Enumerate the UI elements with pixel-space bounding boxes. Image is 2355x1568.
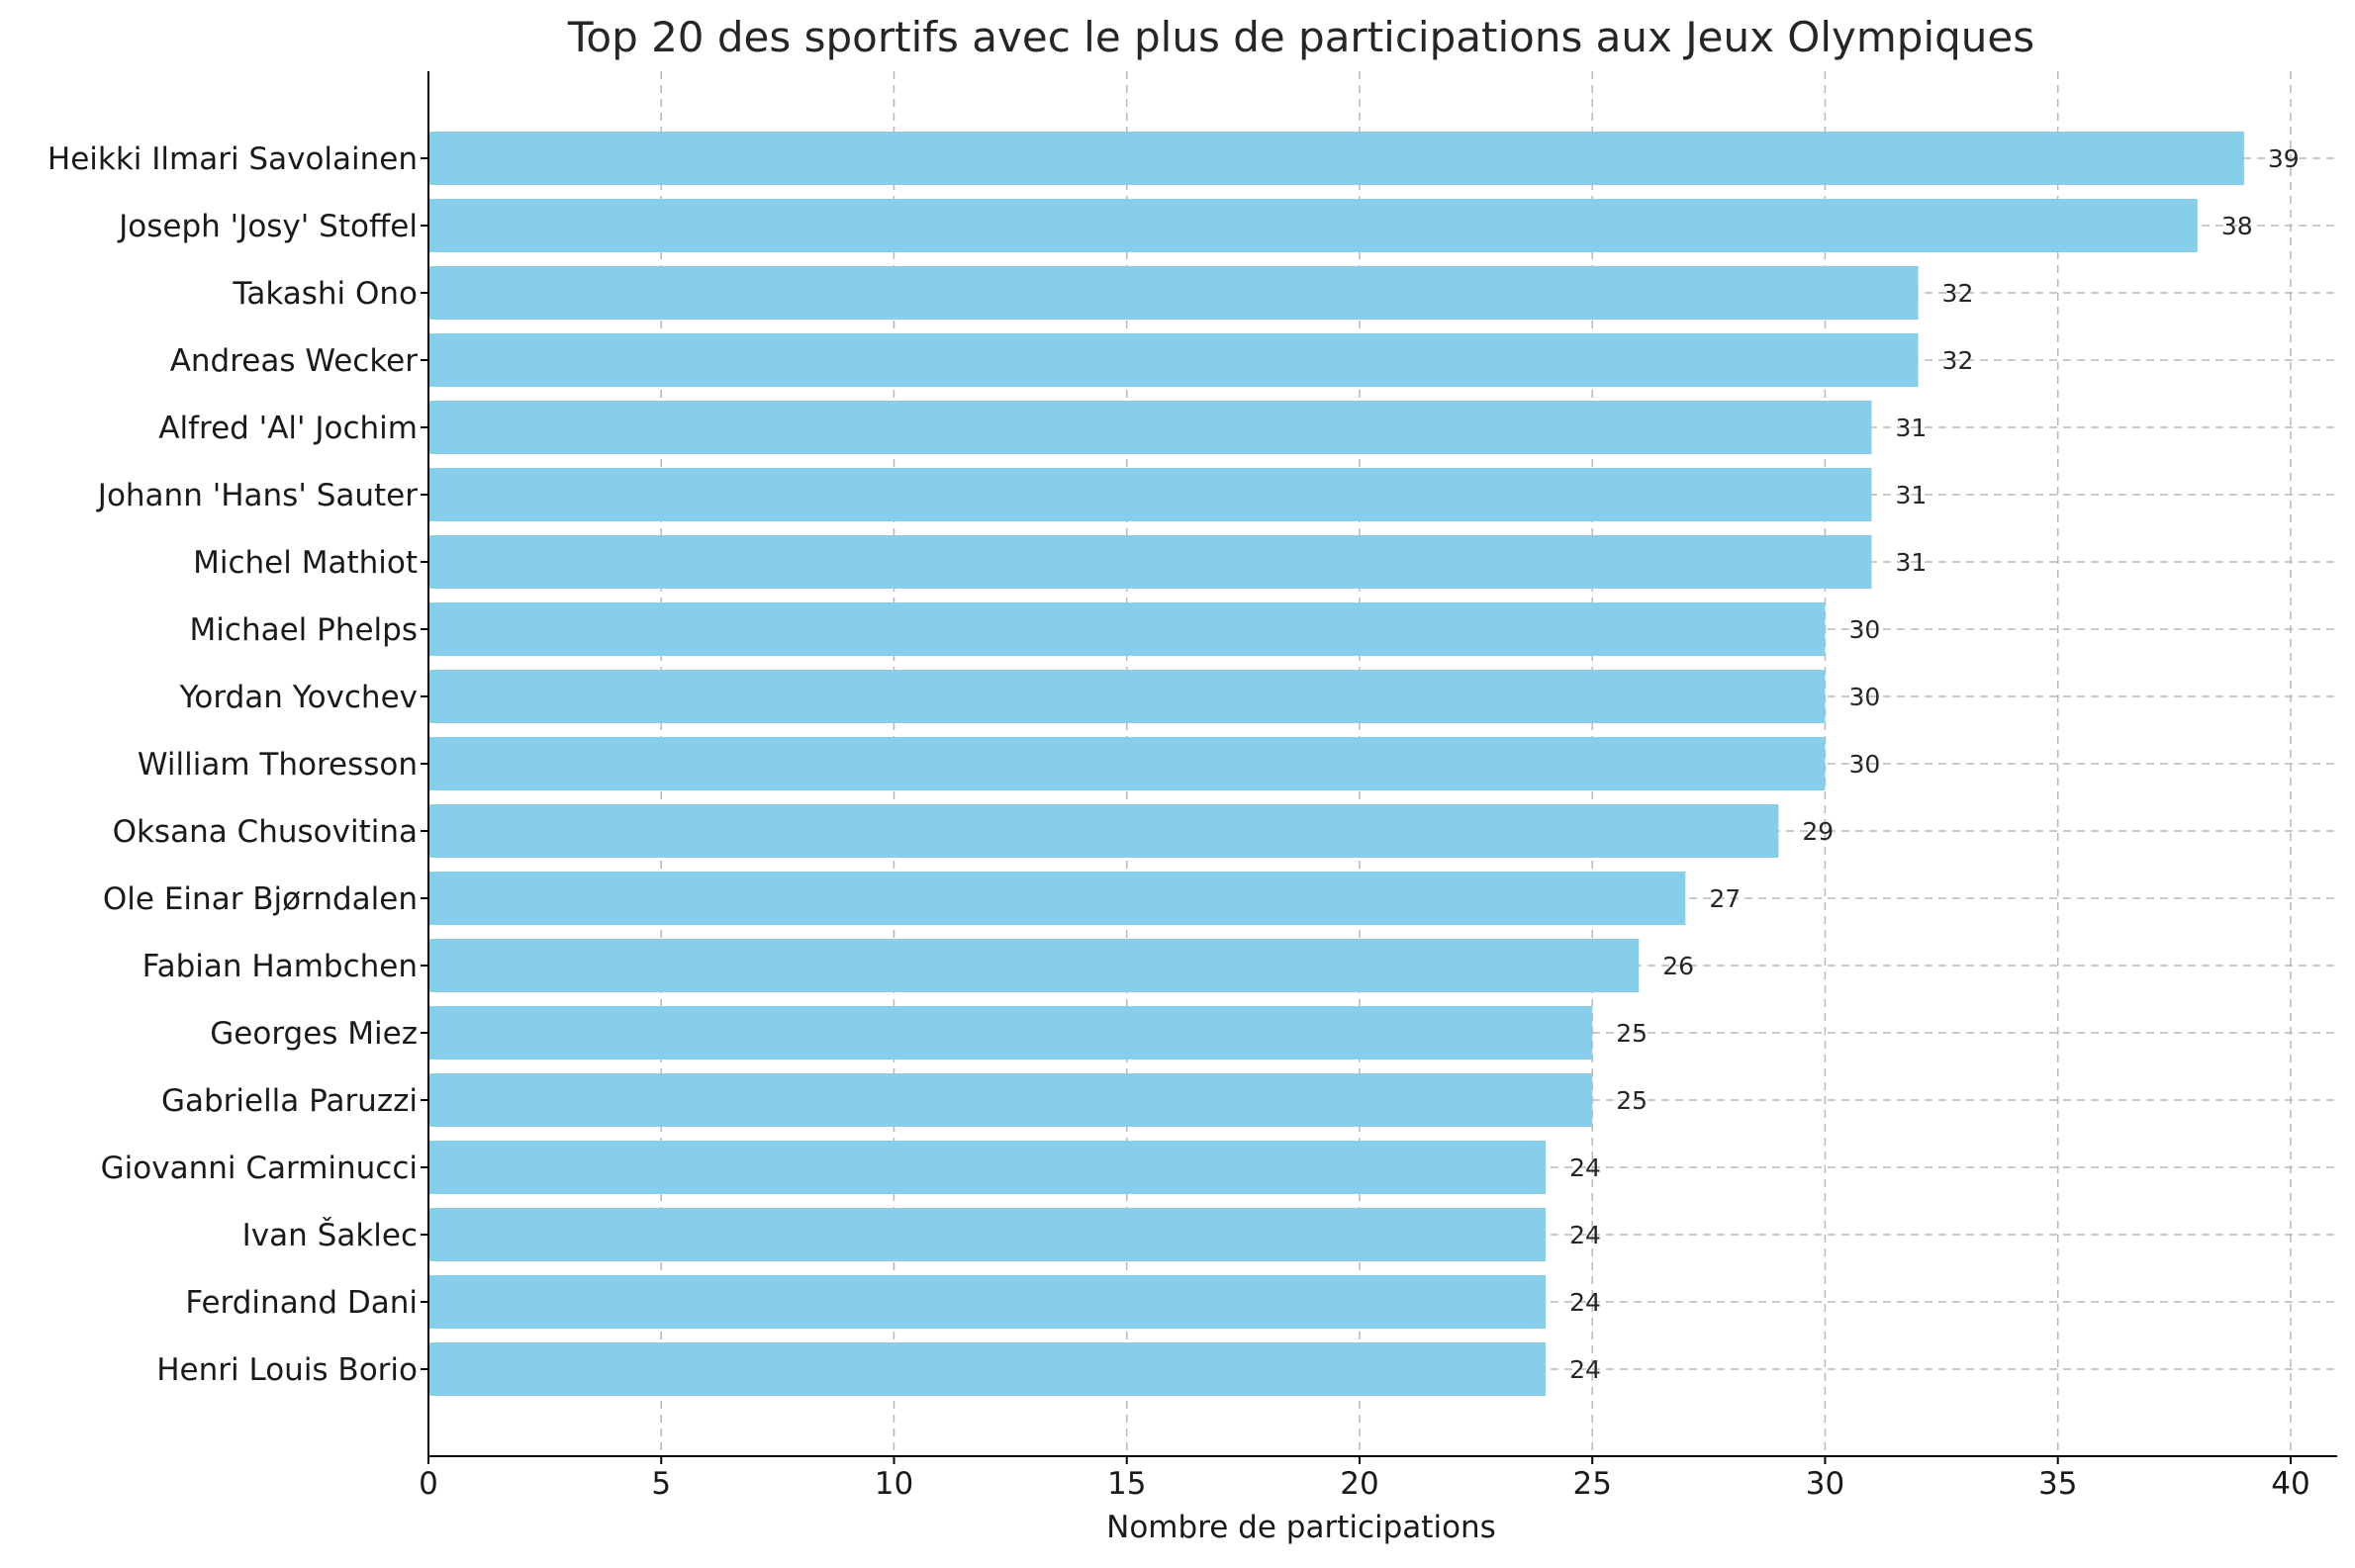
bar <box>428 333 1919 387</box>
value-label: 26 <box>1662 952 1694 980</box>
x-tick-label: 0 <box>419 1466 438 1502</box>
x-tick-label: 5 <box>651 1466 671 1502</box>
value-label: 31 <box>1896 414 1928 442</box>
category-label: Johann 'Hans' Sauter <box>96 478 418 513</box>
axes <box>421 71 2337 1464</box>
bar <box>428 401 1872 454</box>
bar <box>428 1141 1547 1194</box>
bar <box>428 602 1826 656</box>
category-label: Ole Einar Bjørndalen <box>103 881 418 917</box>
value-label: 24 <box>1569 1288 1601 1317</box>
bar <box>428 468 1872 521</box>
bar <box>428 737 1826 790</box>
x-axis-title: Nombre de participations <box>1106 1510 1496 1545</box>
value-label: 24 <box>1569 1355 1601 1384</box>
category-label: Oksana Chusovitina <box>113 814 418 850</box>
value-label: 31 <box>1896 548 1928 577</box>
category-label: Giovanni Carminucci <box>101 1151 418 1186</box>
bar <box>428 872 1686 925</box>
value-label: 32 <box>1942 346 1974 375</box>
value-label: 30 <box>1848 683 1880 711</box>
value-label: 29 <box>1802 817 1834 846</box>
value-label: 25 <box>1616 1086 1648 1115</box>
x-tick-label: 10 <box>875 1466 913 1502</box>
category-label: Ivan Šaklec <box>242 1217 418 1253</box>
value-label: 27 <box>1709 884 1741 913</box>
value-label: 30 <box>1848 750 1880 779</box>
bar <box>428 670 1826 723</box>
bar <box>428 804 1779 858</box>
x-tick-label: 20 <box>1340 1466 1378 1502</box>
bar <box>428 199 2198 252</box>
chart-title: Top 20 des sportifs avec le plus de part… <box>567 13 2034 61</box>
value-labels: 39 38 32 32 31 31 31 30 30 30 29 27 26 25 25 24 24 24 24 <box>1569 144 2300 1384</box>
bar <box>428 1275 1547 1329</box>
value-label: 24 <box>1569 1221 1601 1249</box>
value-label: 39 <box>2268 144 2300 173</box>
category-label: Joseph 'Josy' Stoffel <box>117 209 418 244</box>
x-tick-label: 15 <box>1107 1466 1146 1502</box>
value-label: 30 <box>1848 615 1880 644</box>
category-label: Andreas Wecker <box>170 343 419 379</box>
bar <box>428 939 1640 992</box>
x-tick-label: 35 <box>2038 1466 2077 1502</box>
value-label: 38 <box>2221 212 2253 240</box>
category-label: Yordan Yovchev <box>179 680 418 715</box>
bar <box>428 535 1872 589</box>
category-label: Henri Louis Borio <box>156 1352 418 1388</box>
category-label: William Thoresson <box>138 747 418 783</box>
bar <box>428 1342 1547 1396</box>
category-label: Alfred 'Al' Jochim <box>158 411 418 446</box>
category-label: Takashi Ono <box>233 276 418 312</box>
x-tick-label: 30 <box>1806 1466 1844 1502</box>
x-tick-label: 25 <box>1572 1466 1611 1502</box>
bar <box>428 1208 1547 1261</box>
bar <box>428 132 2244 185</box>
category-label: Gabriella Paruzzi <box>161 1083 418 1119</box>
value-label: 24 <box>1569 1153 1601 1182</box>
category-label: Michel Mathiot <box>193 545 418 581</box>
value-label: 25 <box>1616 1019 1648 1048</box>
bars <box>428 132 2244 1396</box>
value-label: 32 <box>1942 279 1974 308</box>
category-label: Ferdinand Dani <box>185 1285 418 1321</box>
category-labels: Heikki Ilmari Savolainen Joseph 'Josy' St… <box>47 141 418 1388</box>
category-label: Michael Phelps <box>190 612 418 648</box>
value-label: 31 <box>1896 481 1928 509</box>
x-tick-label: 40 <box>2271 1466 2309 1502</box>
bar <box>428 1006 1593 1060</box>
category-label: Fabian Hambchen <box>142 949 418 984</box>
bar <box>428 266 1919 320</box>
category-label: Georges Miez <box>210 1016 418 1052</box>
bar <box>428 1073 1593 1127</box>
x-tick-labels: 0 5 10 15 20 25 30 35 40 <box>419 1466 2310 1502</box>
category-label: Heikki Ilmari Savolainen <box>47 141 418 177</box>
